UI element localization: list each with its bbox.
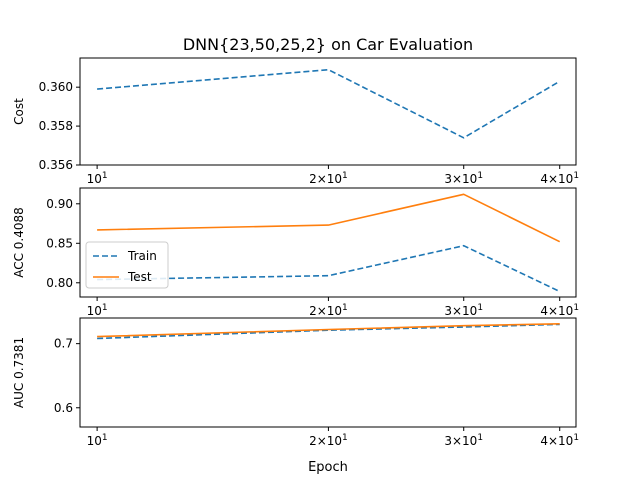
y-tick-label: 0.80 [46, 276, 73, 290]
x-tick-label: 4×101 [540, 171, 579, 186]
y-axis-label: ACC 0.4088 [12, 207, 26, 278]
legend-label-train: Train [127, 249, 157, 263]
x-tick-label: 101 [87, 171, 108, 186]
chart-title: DNN{23,50,25,2} on Car Evaluation [183, 35, 473, 54]
x-tick-label: 2×101 [309, 171, 348, 186]
x-tick-label: 3×101 [444, 433, 483, 448]
x-tick-label: 4×101 [540, 303, 579, 318]
x-tick-label: 101 [87, 433, 108, 448]
legend: Train Test [85, 241, 169, 289]
train-series-line [97, 244, 561, 293]
cost-series-line [97, 68, 561, 139]
test-series-line [97, 193, 561, 243]
x-axis-label: Epoch [308, 460, 348, 475]
legend-label-test: Test [127, 270, 152, 284]
accuracy-subplot: 0.80 0.85 0.90 ACC 0.4088 101 2×101 3×101 4×101 [12, 187, 579, 318]
test-series-line [97, 323, 560, 338]
y-tick-label: 0.356 [39, 158, 73, 172]
y-tick-label: 0.6 [54, 401, 73, 415]
axes-frame [79, 57, 577, 166]
x-tick-label: 4×101 [540, 433, 579, 448]
x-tick-label: 101 [87, 303, 108, 318]
y-tick-label: 0.358 [39, 119, 73, 133]
y-axis-label: AUC 0.7381 [12, 337, 26, 408]
y-tick-label: 0.90 [46, 197, 73, 211]
train-series-line [97, 323, 560, 340]
x-tick-label: 3×101 [444, 303, 483, 318]
x-tick-label: 3×101 [444, 171, 483, 186]
y-axis-label: Cost [12, 98, 26, 125]
y-tick-label: 0.7 [54, 337, 73, 351]
x-tick-label: 2×101 [309, 433, 348, 448]
auc-subplot: 0.6 0.7 AUC 0.7381 101 2×101 3×101 4×101 [12, 317, 579, 448]
y-tick-label: 0.85 [46, 236, 73, 250]
y-tick-label: 0.360 [39, 80, 73, 94]
cost-subplot: 0.356 0.358 0.360 Cost 101 2×101 3×101 4×101 [12, 57, 579, 186]
x-tick-label: 2×101 [309, 303, 348, 318]
